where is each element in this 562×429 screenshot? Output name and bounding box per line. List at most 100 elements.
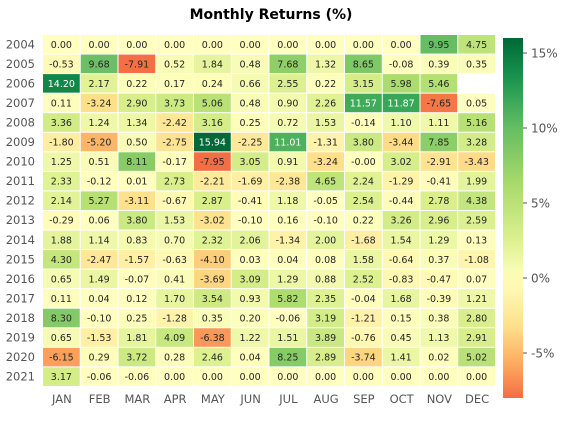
cell-value-label: 0.35 (466, 59, 487, 70)
heatmap-cell (345, 191, 382, 210)
cell-value-label: 0.28 (164, 353, 185, 364)
cell-value-label: -1.08 (464, 255, 489, 266)
cell-value-label: 0.38 (428, 313, 449, 324)
cell-value-label: 14.20 (48, 79, 75, 90)
heatmap-cell (382, 210, 420, 230)
cell-value-label: -2.42 (162, 118, 187, 129)
heatmap-cell (269, 54, 307, 74)
cell-value-label: -0.00 (351, 157, 376, 168)
cell-value-label: 0.35 (202, 313, 223, 324)
cell-value-label: 3.36 (51, 118, 72, 129)
cell-value-label: 0.22 (353, 216, 374, 227)
heatmap-cell (231, 35, 269, 54)
heatmap-cell (80, 152, 118, 171)
heatmap-cell (382, 93, 420, 113)
heatmap-cell (307, 250, 344, 269)
cell-value-label: -1.28 (162, 313, 187, 324)
cell-value-label: 1.22 (240, 333, 261, 344)
heatmap-cell (269, 35, 307, 54)
cell-value-label: 0.00 (315, 372, 336, 383)
heatmap-cell (307, 230, 344, 250)
y-tick-label: 2009 (6, 135, 35, 149)
cell-value-label: 0.00 (126, 40, 147, 51)
cell-value-label: -0.44 (389, 196, 414, 207)
y-axis-labels: 2004 2005 2006 2007 2008 2009 2010 2011 2012 2013… (6, 37, 35, 383)
heatmap-cell (231, 250, 269, 269)
heatmap-cell (156, 171, 193, 191)
heatmap-cell (194, 269, 231, 289)
heatmap-cell (458, 152, 495, 171)
cell-value-label: 4.65 (315, 177, 336, 188)
cell-value-label: -0.76 (351, 333, 376, 344)
heatmap-cell (231, 269, 269, 289)
cell-value-label: 1.54 (391, 235, 412, 246)
heatmap-cell (118, 308, 156, 328)
heatmap-cell (382, 269, 420, 289)
cell-value-label: -3.43 (464, 157, 489, 168)
heatmap-cell (43, 171, 80, 191)
cell-value-label: 1.34 (126, 118, 147, 129)
heatmap-cell (420, 191, 458, 210)
cell-value-label: -0.14 (351, 118, 376, 129)
heatmap-cell (156, 152, 193, 171)
heatmap-cell (156, 113, 193, 132)
cell-value-label: 1.84 (202, 59, 223, 70)
heatmap-cell (194, 191, 231, 210)
cell-value-label: 0.39 (428, 59, 449, 70)
colorbar-tick-label: -5% (531, 347, 554, 361)
heatmap-cells: 0.00 0.00 0.00 0.00 0.00 0.00 0.00 0.00 0.00 0.00… (43, 35, 495, 386)
heatmap-cell (382, 367, 420, 386)
cell-value-label: -0.39 (427, 294, 452, 305)
cell-value-label: 0.25 (240, 118, 261, 129)
y-tick-label: 2011 (6, 174, 35, 188)
y-tick-label: 2006 (6, 76, 35, 90)
y-tick-label: 2015 (6, 252, 35, 266)
cell-value-label: 0.91 (277, 157, 298, 168)
heatmap-cell (118, 132, 156, 152)
cell-value-label: 2.87 (202, 196, 223, 207)
cell-value-label: 5.46 (428, 79, 449, 90)
cell-value-label: 3.73 (164, 98, 185, 109)
heatmap-cell (43, 210, 80, 230)
heatmap-cell (458, 113, 495, 132)
cell-value-label: 0.48 (240, 98, 261, 109)
heatmap-cell (382, 230, 420, 250)
heatmap-cell (156, 269, 193, 289)
heatmap-cell (156, 367, 193, 386)
heatmap-cell (118, 54, 156, 74)
heatmap-cell (420, 230, 458, 250)
heatmap-cell (194, 152, 231, 171)
y-tick-label: 2005 (6, 57, 35, 71)
heatmap-cell (458, 74, 495, 93)
heatmap-cell (80, 35, 118, 54)
heatmap-cell (156, 250, 193, 269)
cell-value-label: 0.00 (315, 40, 336, 51)
heatmap-cell (420, 347, 458, 367)
heatmap-cell (118, 35, 156, 54)
heatmap-cell (118, 230, 156, 250)
heatmap-cell (382, 191, 420, 210)
cell-value-label: 1.99 (466, 177, 487, 188)
heatmap-cell (231, 93, 269, 113)
cell-value-label: 0.20 (240, 313, 261, 324)
heatmap-cell (345, 308, 382, 328)
heatmap-cell (80, 308, 118, 328)
cell-value-label: 3.02 (391, 157, 412, 168)
heatmap-cell (345, 152, 382, 171)
cell-value-label: 1.51 (277, 333, 298, 344)
heatmap-cell (156, 289, 193, 308)
cell-value-label: 0.00 (240, 372, 261, 383)
heatmap-cell (43, 93, 80, 113)
heatmap-cell (43, 230, 80, 250)
y-tick-label: 2008 (6, 115, 35, 129)
heatmap-cell (156, 230, 193, 250)
cell-value-label: 0.00 (89, 40, 110, 51)
cell-value-label: 2.32 (202, 235, 223, 246)
cell-value-label: 2.90 (126, 98, 147, 109)
cell-value-label: -2.38 (276, 177, 301, 188)
cell-value-label: 2.78 (428, 196, 449, 207)
cell-value-label: -1.69 (238, 177, 263, 188)
cell-value-label: 8.25 (277, 353, 298, 364)
heatmap-cell (194, 132, 231, 152)
